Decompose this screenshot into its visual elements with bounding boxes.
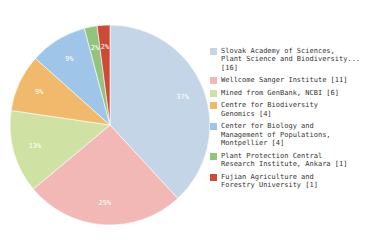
html-text:Mined from GenBank, NCBI [6]: Mined from GenBank, NCBI [6] xyxy=(221,88,339,97)
html-text:Fujian Agriculture and Forestr: Fujian Agriculture and Forestry Universi… xyxy=(221,172,318,189)
html-text:Centre for Biodiversity Genomi: Centre for Biodiversity Genomics [4] xyxy=(221,101,318,118)
html-text:Slovak Academy of Sciences, Pl: Slovak Academy of Sciences, Plant Scienc… xyxy=(221,46,361,72)
html-text:Wellcome Sanger Institute [11]: Wellcome Sanger Institute [11] xyxy=(221,76,348,84)
svg-text:25%: 25% xyxy=(99,199,112,207)
svg-text:9%: 9% xyxy=(35,88,44,96)
html-text:Center for Biology and Managem: Center for Biology and Management of Pop… xyxy=(221,122,331,147)
html-text:Plant Protection Central Resea: Plant Protection Central Research Instit… xyxy=(221,151,348,168)
svg-text:9%: 9% xyxy=(65,55,74,63)
svg-text:13%: 13% xyxy=(29,142,42,150)
svg-text:2%: 2% xyxy=(101,43,110,51)
svg-text:2%: 2% xyxy=(91,44,100,52)
svg-text:37%: 37% xyxy=(176,93,189,101)
